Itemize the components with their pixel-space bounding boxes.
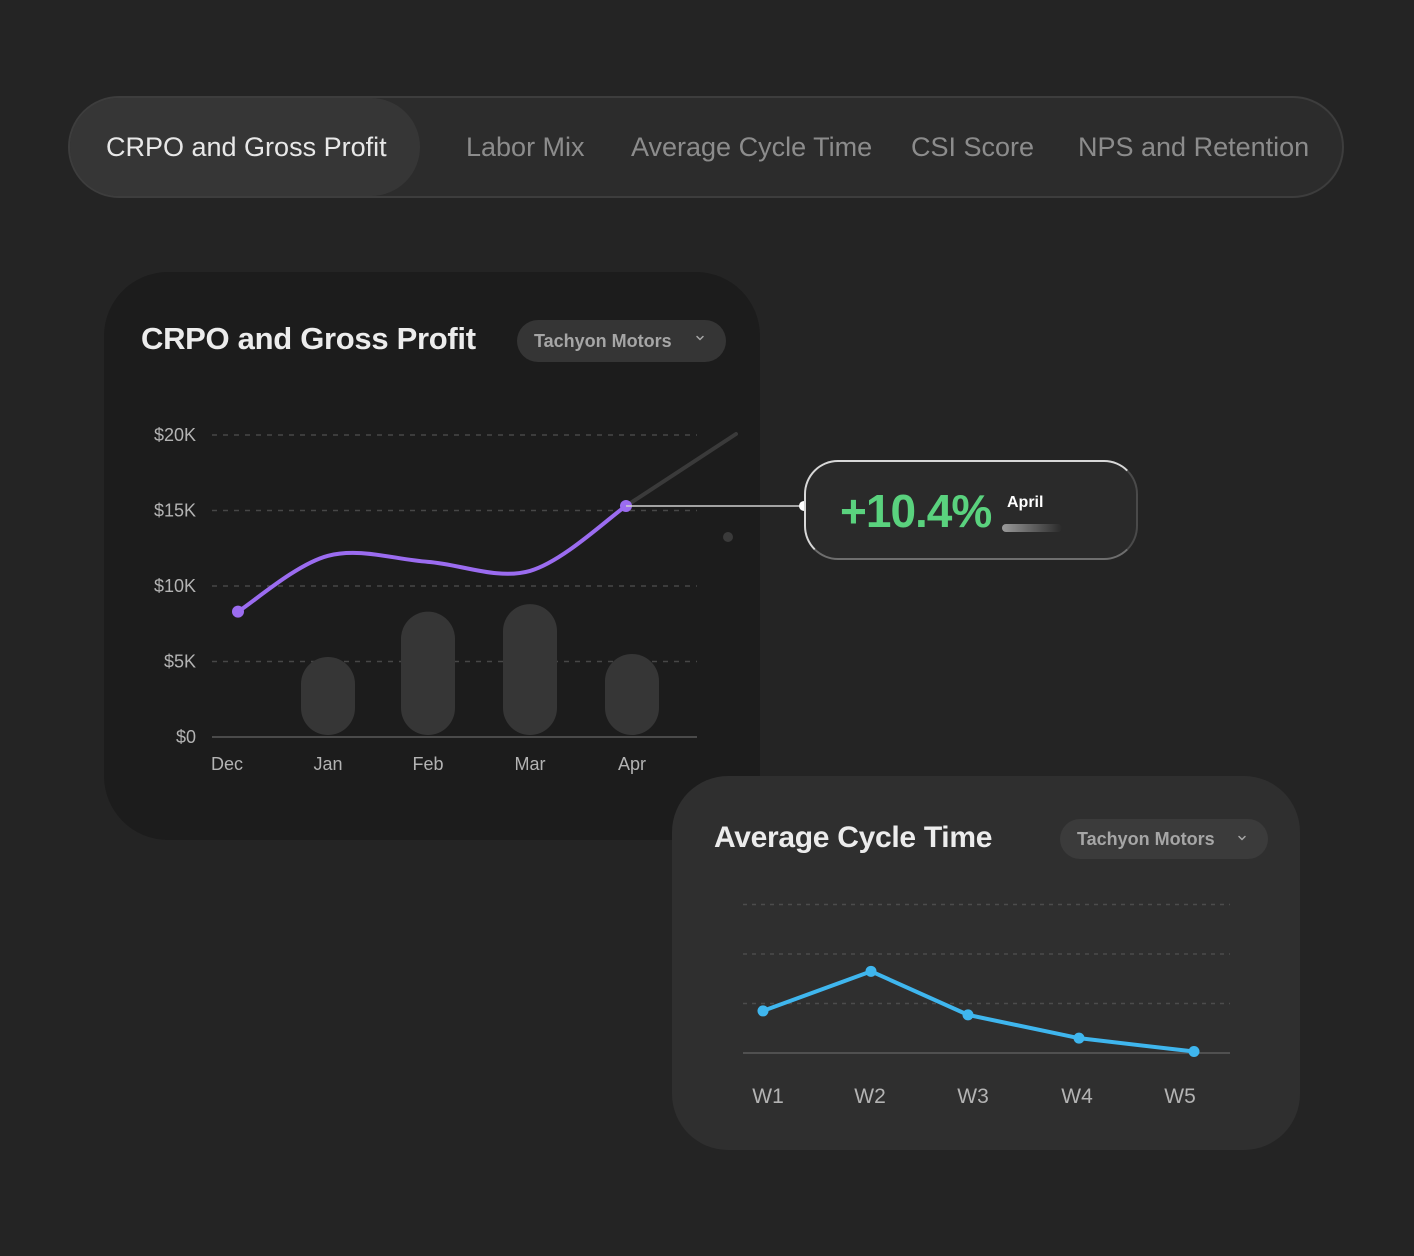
x-tick-label: Dec xyxy=(211,754,243,774)
callout-progress-bar xyxy=(1002,524,1062,532)
growth-value: +10.4% xyxy=(840,485,992,537)
tab-labor-mix[interactable]: Labor Mix xyxy=(466,132,585,162)
data-point xyxy=(1073,1032,1085,1044)
growth-callout: +10.4% April xyxy=(804,460,1138,560)
bar xyxy=(401,611,455,735)
trend-extension xyxy=(624,432,738,508)
dropdown-label: Tachyon Motors xyxy=(534,331,672,351)
bar xyxy=(605,653,659,735)
card-title: CRPO and Gross Profit xyxy=(141,321,476,356)
y-tick-label: $15K xyxy=(154,501,196,521)
tab-average-cycle-time[interactable]: Average Cycle Time xyxy=(631,132,873,162)
x-tick-label: W3 xyxy=(957,1085,989,1108)
dealer-dropdown[interactable]: Tachyon Motors xyxy=(517,320,726,362)
growth-month: April xyxy=(1007,494,1044,511)
decor-dot xyxy=(723,532,733,542)
y-tick-label: $10K xyxy=(154,576,196,596)
data-point xyxy=(962,1009,974,1021)
x-tick-label: W4 xyxy=(1061,1085,1093,1108)
y-tick-label: $0 xyxy=(176,727,196,747)
data-point xyxy=(1188,1046,1200,1058)
y-tick-label: $5K xyxy=(164,652,196,672)
data-point xyxy=(757,1005,769,1017)
tab-bar: CRPO and Gross Profit Labor Mix Average … xyxy=(68,96,1344,198)
x-tick-label: Apr xyxy=(618,754,646,774)
data-point xyxy=(232,605,244,618)
dealer-dropdown[interactable]: Tachyon Motors xyxy=(1060,819,1268,859)
crpo-card: CRPO and Gross Profit Tachyon Motors xyxy=(104,272,760,840)
crpo-chart: $0 $5K $10K $15K $20K Dec Jan Feb Mar Apr xyxy=(154,425,809,774)
chevron-down-icon xyxy=(696,335,704,341)
y-tick-label: $20K xyxy=(154,425,196,445)
tab-csi-score[interactable]: CSI Score xyxy=(911,132,1035,162)
x-tick-label: Feb xyxy=(412,754,443,774)
chevron-down-icon xyxy=(1238,835,1246,841)
tab-nps-retention[interactable]: NPS and Retention xyxy=(1078,132,1310,162)
dropdown-label: Tachyon Motors xyxy=(1077,829,1215,849)
profit-line xyxy=(236,503,628,614)
x-tick-label: W1 xyxy=(752,1085,784,1108)
x-tick-label: W5 xyxy=(1164,1085,1196,1108)
cycle-line xyxy=(761,969,1196,1054)
x-tick-label: W2 xyxy=(854,1085,886,1108)
x-tick-label: Mar xyxy=(515,754,546,774)
tab-crpo-gross-profit[interactable]: CRPO and Gross Profit xyxy=(70,98,420,196)
cycle-card: Average Cycle Time Tachyon Motors xyxy=(672,776,1300,1150)
bar xyxy=(503,604,557,735)
bar xyxy=(301,656,355,735)
card-title: Average Cycle Time xyxy=(714,821,993,854)
data-point xyxy=(865,965,877,977)
x-tick-label: Jan xyxy=(313,754,342,774)
